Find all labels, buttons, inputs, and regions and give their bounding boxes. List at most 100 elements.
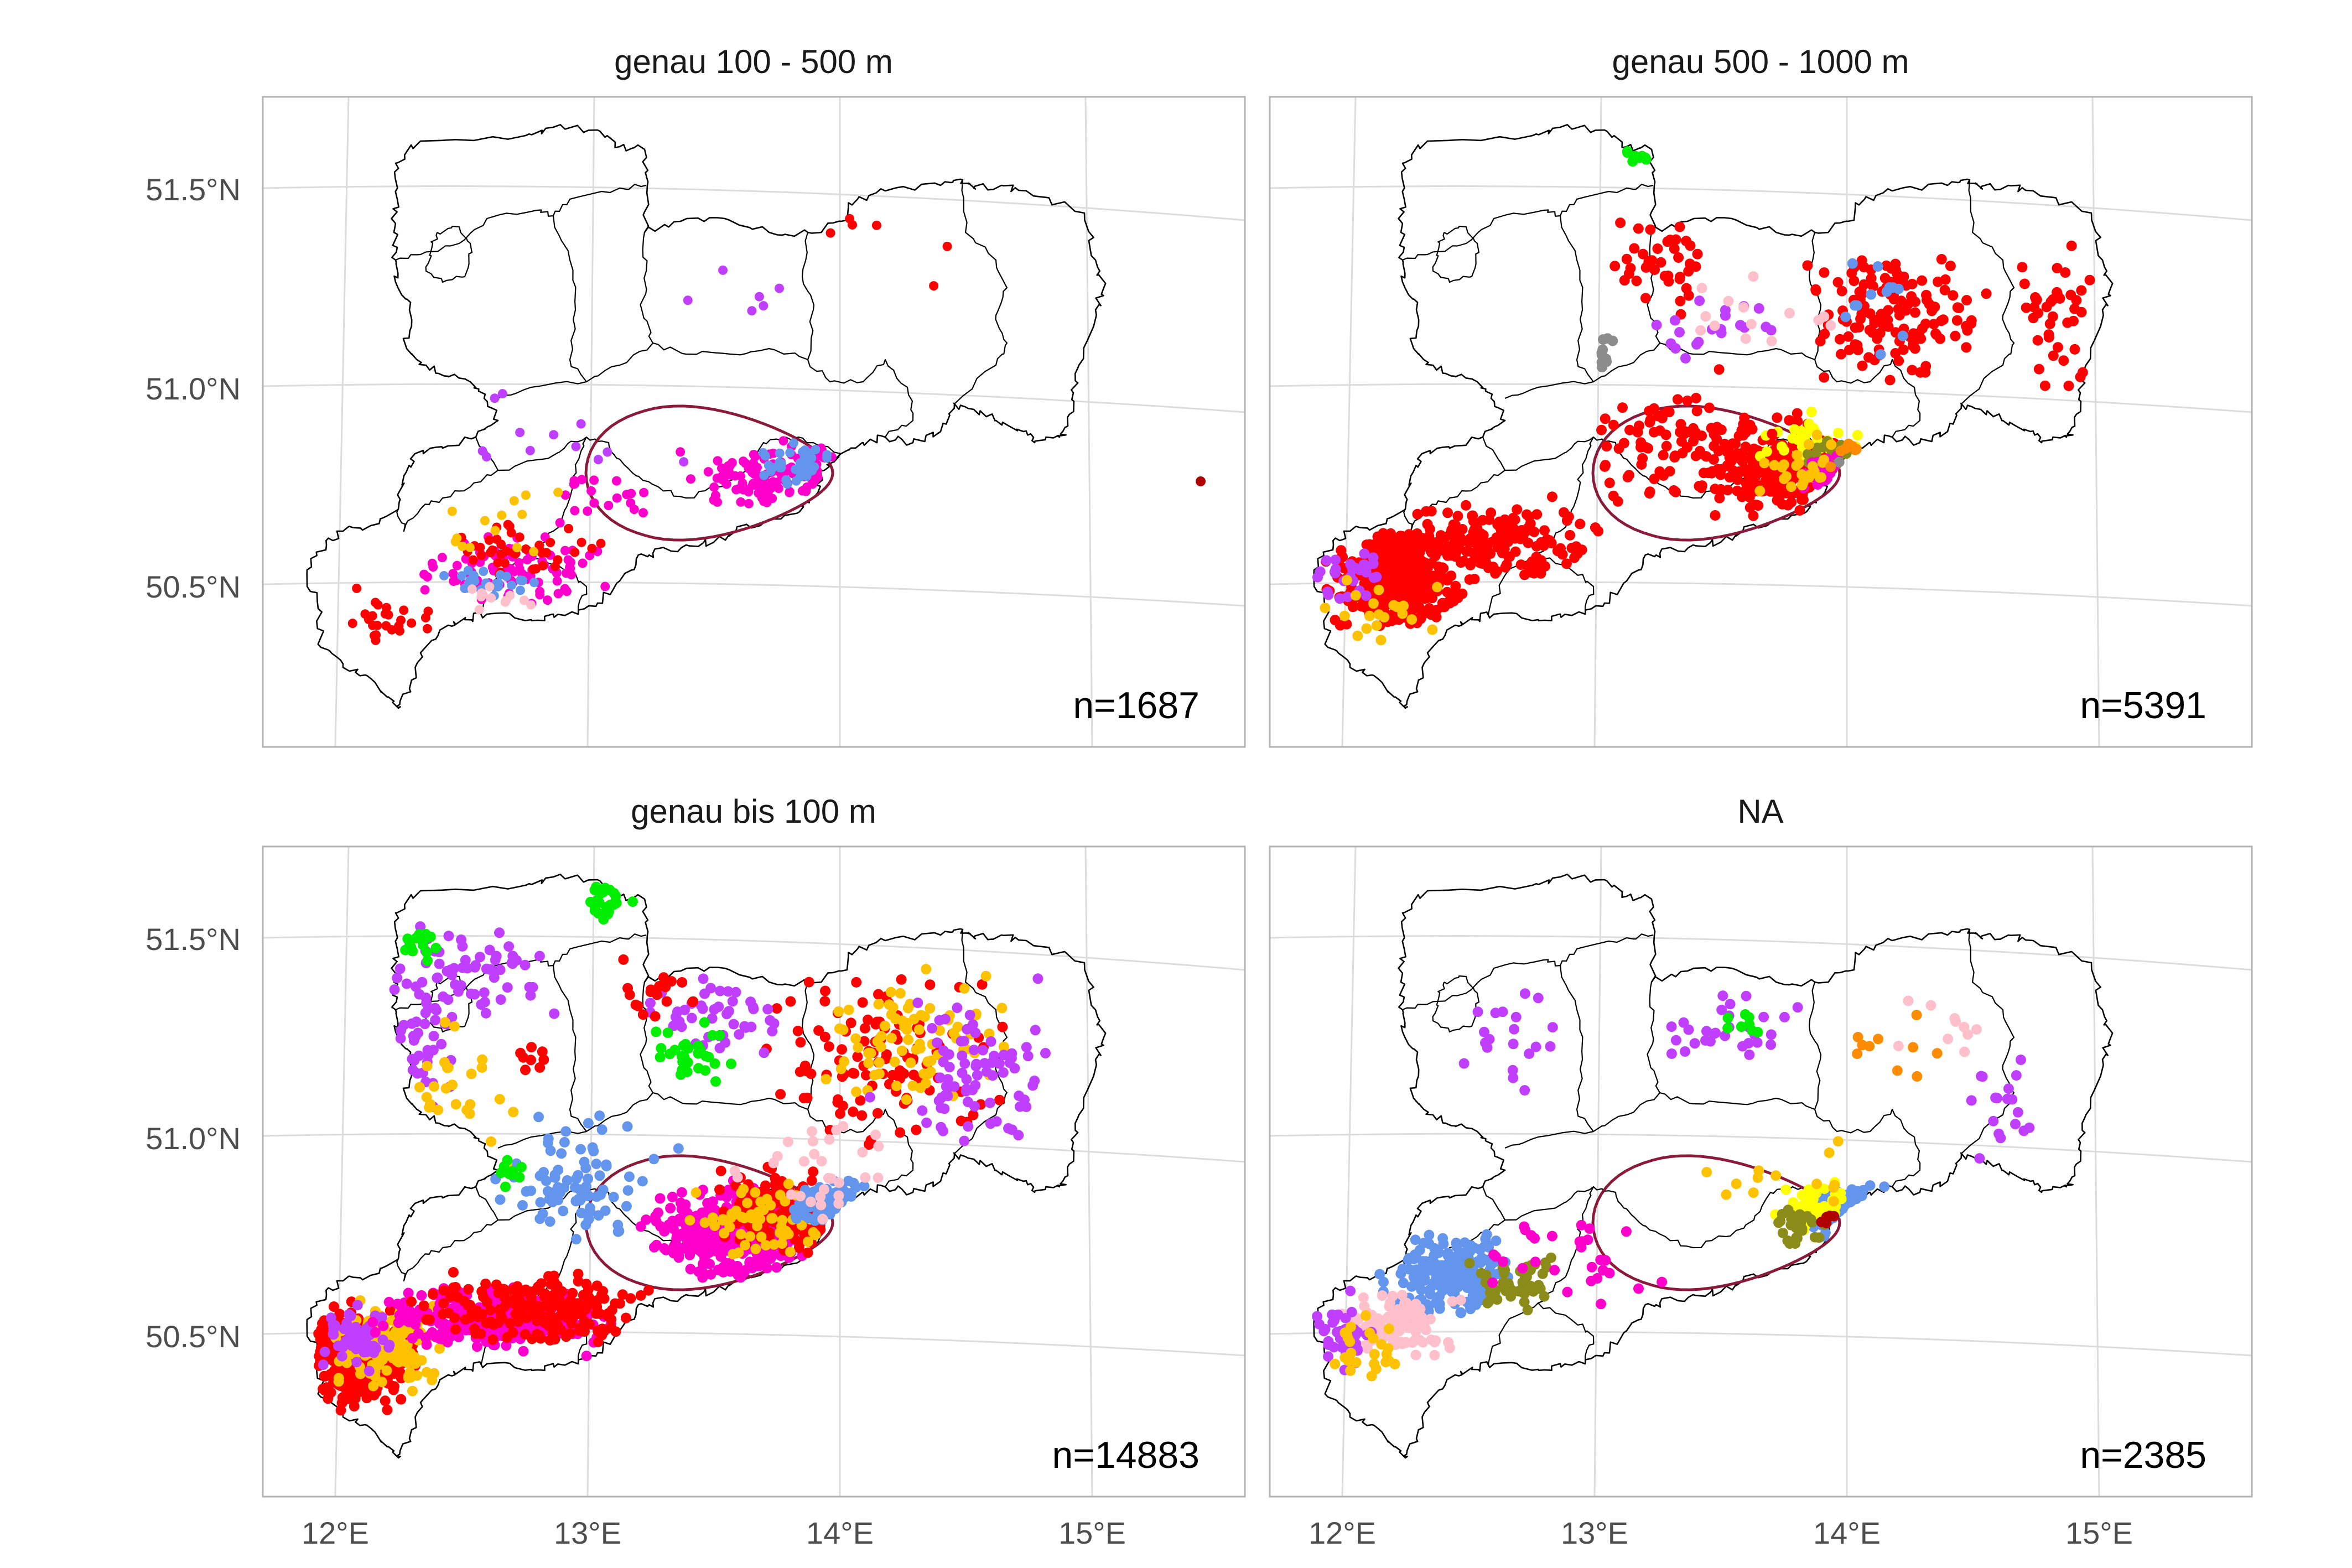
observation-point: [1347, 564, 1358, 575]
observation-point: [434, 1343, 445, 1354]
observation-point: [769, 1239, 780, 1250]
observation-point: [526, 1185, 537, 1196]
observation-point: [1518, 1287, 1528, 1298]
observation-point: [1465, 1304, 1476, 1315]
observation-point: [980, 970, 991, 982]
observation-point: [1409, 1335, 1420, 1346]
observation-point: [2052, 287, 2063, 298]
observation-point: [963, 1121, 974, 1132]
observation-point: [690, 1187, 702, 1198]
longitude-gridline: [586, 847, 595, 1497]
observation-point: [403, 1287, 414, 1299]
observation-point: [622, 1121, 633, 1132]
observation-point: [544, 1216, 555, 1227]
observation-point: [1883, 321, 1894, 332]
observation-point: [438, 1285, 449, 1296]
observation-point: [1655, 257, 1666, 268]
observation-point: [1847, 258, 1858, 269]
observation-point: [368, 1380, 379, 1392]
observation-point: [1429, 1337, 1440, 1348]
observation-point: [338, 1342, 348, 1353]
observation-point: [725, 1058, 736, 1069]
observation-point: [515, 585, 525, 595]
observation-point: [825, 228, 835, 238]
observation-point: [731, 485, 741, 495]
observation-point: [998, 1041, 1009, 1052]
observation-point: [1417, 533, 1428, 544]
observation-point: [1694, 481, 1705, 492]
x-tick-label: 12°E: [1309, 1515, 1376, 1550]
observation-point: [1476, 1253, 1487, 1263]
observation-point: [1732, 485, 1743, 496]
observation-point: [655, 1193, 666, 1204]
observation-point: [811, 445, 821, 454]
observation-point: [873, 999, 884, 1010]
observation-point: [738, 1183, 749, 1195]
observation-point: [1622, 471, 1633, 482]
observation-point: [1784, 1238, 1795, 1249]
observation-point: [1535, 1283, 1546, 1294]
observation-point: [429, 1081, 439, 1092]
observation-point: [549, 1170, 560, 1181]
observation-point: [407, 618, 417, 628]
observation-point: [1663, 276, 1674, 287]
observation-point: [805, 1196, 816, 1207]
observation-point: [1872, 333, 1883, 344]
observation-point: [574, 1184, 585, 1195]
observation-point: [438, 991, 449, 1002]
panel-title-bottom-right: NA: [1737, 793, 1783, 830]
observation-point: [603, 902, 614, 913]
observation-point: [336, 1351, 347, 1362]
observation-point: [1644, 406, 1655, 417]
observation-point: [517, 1200, 528, 1211]
observation-point: [575, 1144, 586, 1155]
observation-point: [901, 1094, 912, 1105]
observation-point: [929, 281, 939, 291]
observation-point: [458, 542, 468, 551]
observation-point: [583, 506, 593, 516]
observation-point: [1643, 257, 1654, 268]
observation-point: [660, 982, 671, 993]
observation-point: [853, 1042, 864, 1053]
observation-point: [1855, 314, 1866, 324]
observation-point: [1754, 485, 1766, 496]
observation-point: [1320, 603, 1331, 614]
observation-point: [1474, 1244, 1486, 1255]
observation-point: [1539, 525, 1550, 536]
observation-point: [754, 292, 764, 302]
observation-point: [1465, 1240, 1476, 1251]
observation-point: [1345, 1285, 1356, 1296]
observation-point: [2052, 263, 2063, 274]
observation-point: [665, 1203, 676, 1214]
observation-point: [740, 458, 750, 468]
observation-point: [364, 1365, 375, 1377]
observation-point: [695, 1047, 707, 1058]
district-border: [1403, 470, 1505, 532]
observation-point: [1549, 1265, 1560, 1276]
observation-point: [1607, 335, 1618, 346]
observation-point: [1488, 562, 1499, 573]
observation-point: [555, 1324, 566, 1335]
x-tick-label: 15°E: [2065, 1515, 2133, 1550]
y-tick-label: 51.0°N: [146, 1121, 241, 1156]
observation-point: [450, 1282, 461, 1292]
observation-point: [1695, 325, 1706, 336]
x-tick-label: 15°E: [1058, 1515, 1126, 1550]
observation-point: [422, 624, 432, 634]
observation-point: [686, 1013, 697, 1024]
state-outline: [1313, 874, 2114, 1459]
observation-point: [370, 1327, 381, 1338]
observation-point: [337, 1392, 348, 1403]
observation-point: [593, 896, 604, 907]
observation-point: [1404, 529, 1415, 540]
observation-point: [319, 1346, 330, 1357]
observation-point: [1446, 525, 1457, 536]
observation-point: [1477, 558, 1488, 569]
observation-point: [807, 465, 817, 475]
observation-point: [1661, 440, 1672, 451]
observation-point: [407, 1333, 418, 1344]
observation-point: [433, 1104, 443, 1115]
observation-point: [1484, 1287, 1496, 1298]
observation-point: [505, 1318, 516, 1329]
observation-point: [714, 1042, 725, 1053]
